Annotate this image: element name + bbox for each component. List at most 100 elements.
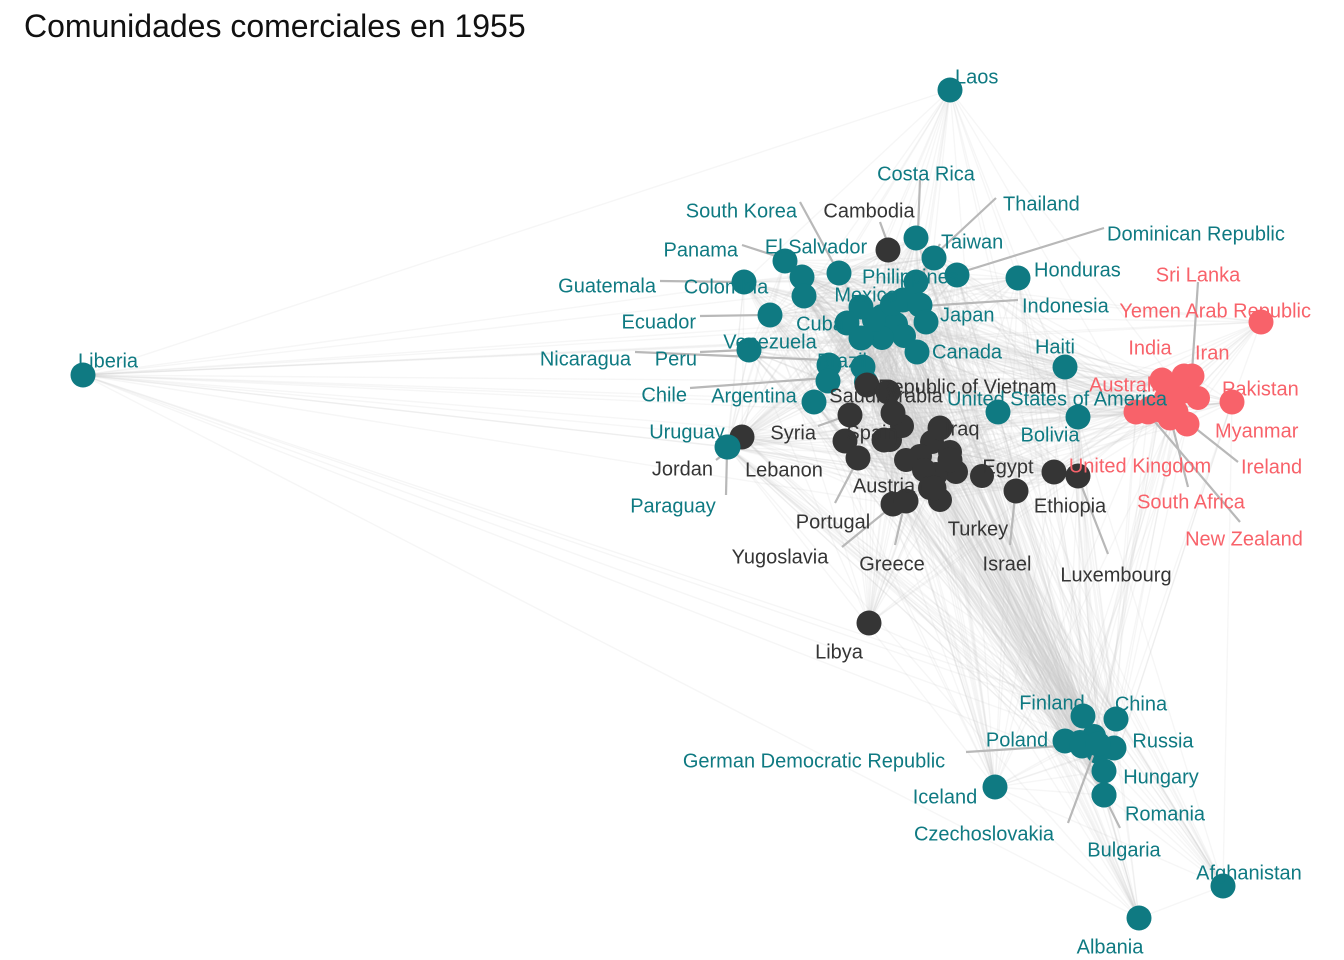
- trade-edge: [769, 314, 851, 416]
- node-libya: [856, 610, 882, 636]
- trade-edge: [955, 407, 1151, 473]
- trade-edge: [828, 364, 1066, 742]
- node-bulgaria: [1091, 782, 1117, 808]
- trade-edge: [82, 319, 875, 376]
- node-label-myanmar: Myanmar: [1215, 420, 1299, 442]
- node-label-russia: Russia: [1132, 730, 1194, 752]
- trade-edge: [1064, 366, 1115, 749]
- trade-edge: [803, 295, 1066, 368]
- trade-edge: [903, 335, 1151, 409]
- trade-edge: [933, 257, 1105, 796]
- node-label-poland: Poland: [986, 729, 1048, 751]
- node-label-guatemala: Guatemala: [558, 275, 657, 297]
- trade-edge: [1053, 417, 1171, 473]
- trade-edge: [994, 786, 1105, 796]
- leader-line-czechoslovakia: [1066, 749, 1097, 824]
- trade-edge: [801, 276, 1115, 749]
- trade-edge: [838, 272, 1066, 742]
- trade-edge: [933, 257, 999, 413]
- trade-edge: [862, 366, 1079, 418]
- trade-edge: [801, 276, 1099, 753]
- unlabeled-node: [894, 448, 918, 472]
- trade-edge: [881, 337, 1017, 492]
- trade-edge: [828, 272, 840, 366]
- trade-edge: [939, 499, 1083, 747]
- trade-edge: [769, 281, 917, 316]
- node-label-israel: Israel: [983, 553, 1032, 575]
- trade-edge: [891, 303, 1084, 717]
- trade-edge: [925, 321, 1117, 720]
- trade-edge: [997, 391, 1183, 413]
- trade-edge: [902, 299, 1105, 796]
- node-finland: [1070, 703, 1096, 729]
- trade-edge: [748, 337, 862, 351]
- trade-edge: [801, 276, 1099, 745]
- trade-edge: [925, 89, 951, 323]
- trade-edge: [881, 337, 1081, 743]
- trade-edge: [743, 281, 829, 382]
- trade-edge: [994, 379, 1163, 788]
- trade-edge: [748, 349, 1079, 418]
- node-china: [1103, 706, 1129, 732]
- trade-edge: [1064, 366, 1140, 919]
- trade-edge: [933, 257, 1083, 747]
- trade-edge: [726, 314, 771, 448]
- node-guatemala: [731, 269, 757, 295]
- node-saudi-arabia: [875, 379, 901, 405]
- trade-edge: [902, 299, 1083, 747]
- trade-edge: [741, 314, 771, 438]
- trade-edge: [949, 89, 1183, 393]
- trade-edge: [838, 272, 1081, 743]
- trade-edge: [939, 427, 1055, 473]
- trade-edge: [903, 335, 1137, 413]
- node-albania: [1126, 905, 1152, 931]
- trade-edge: [1103, 794, 1140, 919]
- trade-edge: [1015, 411, 1149, 492]
- trade-edge: [1081, 409, 1161, 747]
- trade-edge: [919, 304, 1081, 743]
- trade-edge: [895, 323, 1193, 377]
- trade-edge: [838, 272, 1079, 418]
- leader-line-portugal: [834, 462, 857, 504]
- trade-edge: [862, 366, 1151, 409]
- trade-edge: [1103, 401, 1233, 796]
- trade-edge: [82, 374, 829, 382]
- node-label-greece: Greece: [859, 553, 925, 575]
- trade-edge: [939, 427, 1140, 919]
- leader-line-israel: [1008, 495, 1017, 546]
- trade-edge: [743, 281, 1105, 772]
- trade-edge: [726, 446, 1140, 919]
- node-label-romania: Romania: [1125, 803, 1206, 825]
- trade-edge: [915, 281, 1066, 368]
- trade-edge: [726, 349, 750, 448]
- trade-edge: [741, 436, 925, 471]
- node-label-colombia: Colombia: [684, 276, 769, 298]
- node-label-syria: Syria: [770, 422, 816, 444]
- node-ethiopia: [1041, 459, 1067, 485]
- trade-edge: [741, 436, 907, 461]
- trade-edge: [784, 260, 1019, 279]
- trade-edge: [828, 237, 917, 366]
- trade-edge: [915, 237, 1105, 796]
- trade-edge: [748, 349, 1095, 737]
- trade-edge: [1097, 751, 1224, 887]
- trade-edge: [849, 304, 921, 416]
- trade-edge: [994, 277, 1019, 788]
- trade-edge: [923, 469, 1095, 737]
- trade-edge: [933, 257, 1183, 393]
- node-venezuela: [848, 325, 874, 351]
- node-south-korea: [826, 260, 852, 286]
- trade-edge: [748, 349, 829, 382]
- trade-edge: [997, 411, 1099, 753]
- trade-edge: [784, 257, 935, 262]
- trade-edge: [935, 473, 1084, 717]
- trade-edge: [813, 401, 1151, 409]
- trade-edge: [866, 384, 1055, 473]
- trade-edge: [881, 337, 933, 443]
- node-label-republic-of-vietnam: Republic of Vietnam: [878, 376, 1057, 398]
- trade-edge: [925, 277, 1019, 323]
- node-argentina: [801, 389, 827, 415]
- node-label-costa-rica: Costa Rica: [877, 163, 976, 185]
- node-portugal: [845, 445, 871, 471]
